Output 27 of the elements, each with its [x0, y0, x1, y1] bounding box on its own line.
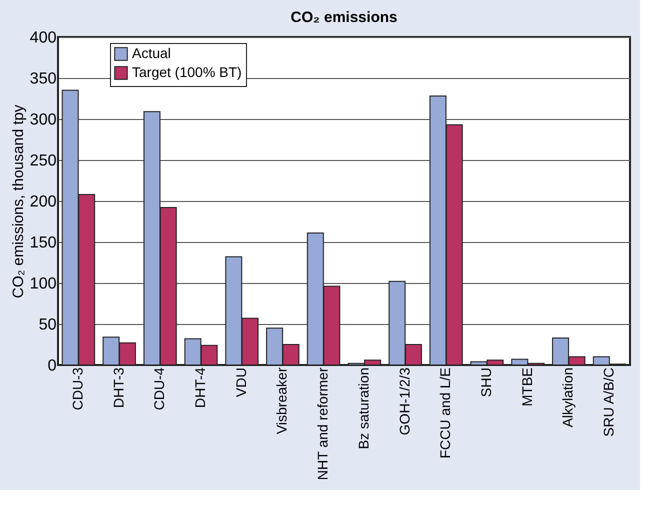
chart-title: CO₂ emissions: [290, 9, 398, 26]
x-tick-label: DHT-4: [192, 367, 208, 408]
y-tick-label: 400: [30, 30, 57, 46]
x-tick-label: MTBE: [518, 368, 535, 406]
x-tick-label: DHT-3: [110, 367, 126, 408]
y-tick-label: 300: [30, 112, 57, 128]
x-tick-label: NHT and reformer: [314, 367, 331, 480]
x-tick-label: Visbreaker: [274, 367, 290, 434]
x-tick-label: Bz saturation: [355, 368, 372, 450]
y-tick-label: 250: [30, 152, 57, 170]
x-tick-label: Alkylation: [560, 368, 576, 428]
x-tick-label: FCCU and L/E: [437, 368, 454, 459]
y-tick-label: 150: [30, 234, 57, 252]
y-tick-label: 200: [30, 194, 57, 210]
y-tick-label: 350: [30, 70, 57, 88]
legend-label: Actual: [132, 45, 171, 61]
y-tick-label: 50: [38, 316, 57, 334]
x-tick-label: SHU: [478, 368, 494, 398]
x-tick-label: VDU: [232, 368, 249, 398]
x-tick-label: SRU A/B/C: [600, 368, 617, 437]
x-tick-label: GOH-1/2/3: [396, 367, 412, 436]
x-tick-label: CDU-3: [69, 367, 86, 410]
y-tick-label: 0: [48, 358, 57, 374]
legend-label: Target (100% BT): [132, 64, 242, 80]
y-tick-label: 100: [30, 276, 57, 292]
x-tick-label: CDU-4: [151, 367, 168, 410]
y-axis-title: CO₂ emissions, thousand tpy: [10, 104, 27, 298]
